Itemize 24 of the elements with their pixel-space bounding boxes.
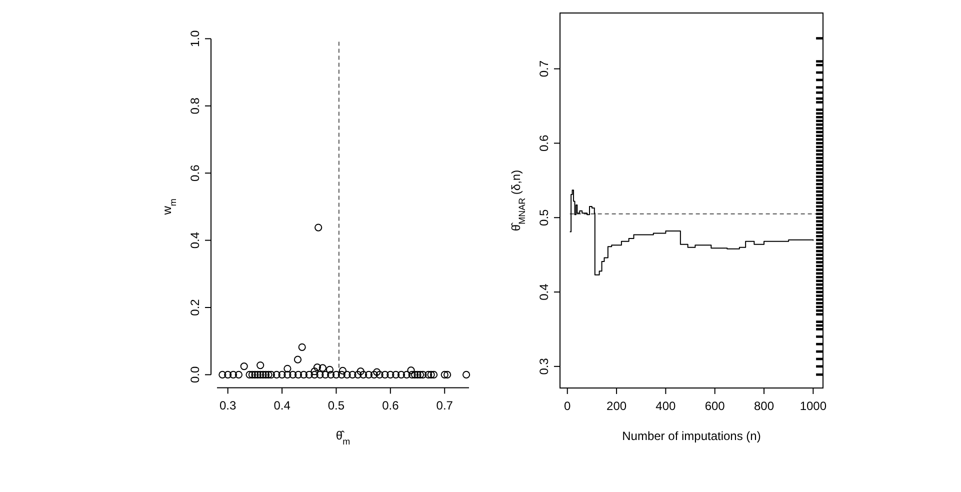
x-tick-label: 0.4 [274, 398, 291, 413]
y-tick-label: 0.7 [537, 60, 551, 78]
y-tick-label: 0.6 [537, 134, 551, 152]
x-tick-label: 600 [704, 399, 726, 413]
y-tick-label: 0.2 [188, 298, 202, 316]
x-tick-label: 0.6 [382, 398, 400, 413]
y-tick-label: 0.4 [188, 232, 202, 249]
y-tick-label: 0.4 [537, 283, 551, 300]
y-tick-label: 0.5 [537, 208, 551, 226]
x-axis-title: θ̂$_{m}$ [336, 428, 350, 447]
x-tick-label: 800 [754, 399, 774, 413]
x-tick-label: 0 [564, 399, 572, 413]
x-tick-label: 0.5 [328, 398, 345, 413]
x-tick-label: 400 [656, 399, 676, 413]
x-tick-label: 1000 [800, 399, 827, 413]
x-tick-label: 0.7 [436, 398, 454, 413]
y-tick-label: 1.0 [188, 30, 202, 48]
x-axis-title: Number of imputations (n) [622, 429, 761, 443]
y-tick-label: 0.3 [537, 358, 551, 375]
y-tick-label: 0.8 [188, 97, 202, 114]
y-tick-label: 0.0 [188, 366, 202, 384]
x-tick-label: 0.3 [219, 398, 237, 413]
y-tick-label: 0.6 [188, 164, 202, 182]
x-tick-label: 200 [606, 399, 627, 413]
